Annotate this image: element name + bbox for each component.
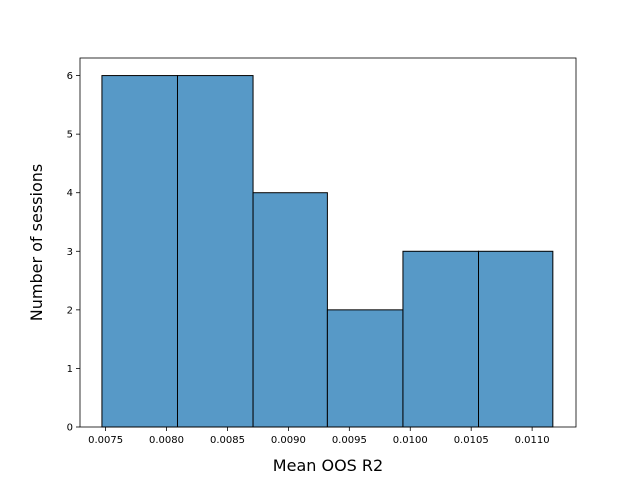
x-tick-label: 0.0105	[454, 435, 489, 446]
histogram-bar-6	[478, 250, 554, 428]
x-axis-label: Mean OOS R2	[273, 456, 383, 475]
x-axis-ticks: 0.0075 0.0080 0.0085 0.0090 0.0095 0.0100 0.01…	[88, 427, 550, 446]
histogram-bar-5	[402, 250, 480, 428]
y-tick-label: 0	[67, 423, 73, 434]
x-tick-label: 0.0085	[210, 435, 245, 446]
x-tick-label: 0.0075	[88, 435, 123, 446]
y-tick-label: 4	[67, 188, 73, 199]
x-tick-label: 0.0095	[332, 435, 367, 446]
histogram-bar-3	[252, 192, 328, 428]
y-axis-ticks: 0 1 2 3 4 5 6	[67, 71, 80, 434]
histogram-bar-1	[101, 75, 178, 428]
histogram-bar-2	[176, 75, 254, 428]
y-tick-label: 1	[67, 364, 73, 375]
x-tick-label: 0.0110	[515, 435, 550, 446]
y-tick-label: 3	[67, 247, 73, 258]
y-axis-label: Number of sessions	[27, 164, 46, 321]
x-tick-label: 0.0080	[149, 435, 184, 446]
y-tick-label: 5	[67, 130, 73, 141]
y-tick-label: 6	[67, 71, 73, 82]
x-tick-label: 0.0100	[393, 435, 428, 446]
bars-group	[101, 75, 554, 428]
plot-frame	[79, 57, 577, 428]
x-tick-label: 0.0090	[271, 435, 306, 446]
y-tick-label: 2	[67, 305, 73, 316]
histogram-bar-4	[326, 309, 404, 428]
